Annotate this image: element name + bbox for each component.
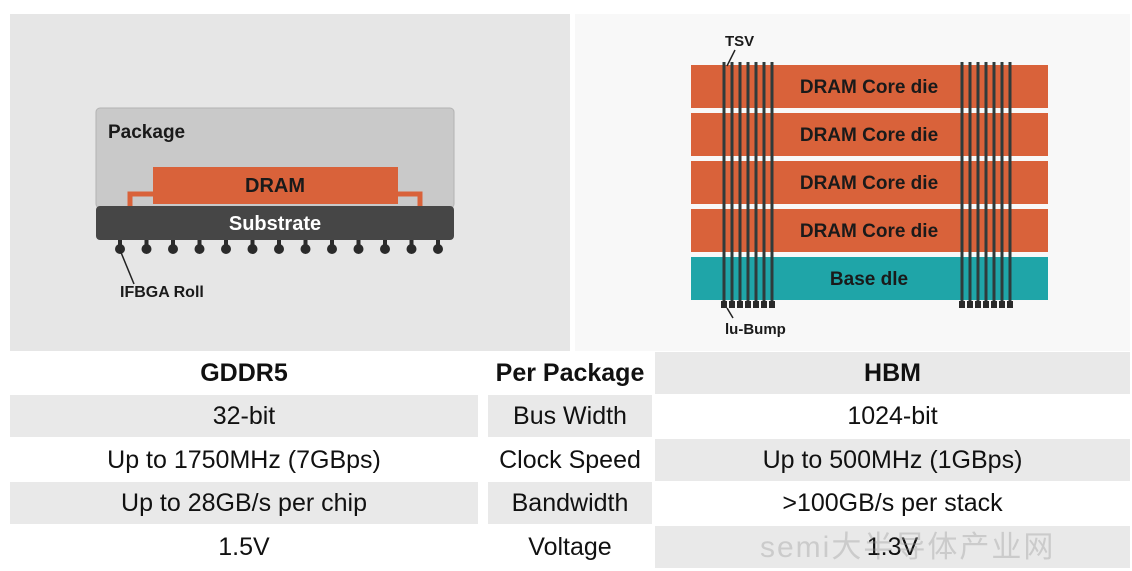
hbm-bandwidth: >100GB/s per stack — [655, 482, 1130, 524]
table-row-bandwidth: Up to 28GB/s per chip Bandwidth >100GB/s… — [10, 482, 1130, 524]
label-clock-speed: Clock Speed — [488, 439, 652, 481]
hbm-stack-diagram: DRAM Core die DRAM Core die DRAM Core di… — [691, 33, 1048, 338]
dram-core-die-4 — [691, 209, 1048, 252]
right-wire-bond — [397, 191, 423, 210]
solder-ball-neck — [303, 240, 308, 246]
package-label: Package — [108, 122, 185, 143]
header-gddr5: GDDR5 — [10, 352, 478, 394]
solder-ball-neck — [383, 240, 387, 246]
bump-label-leader — [726, 307, 734, 319]
micro-bump — [761, 301, 767, 308]
solder-ball-neck — [409, 240, 414, 246]
solder-ball-neck — [144, 240, 149, 246]
hbm-clock-speed: Up to 500MHz (1GBps) — [655, 439, 1130, 481]
micro-bump — [999, 301, 1005, 308]
solder-ball — [327, 244, 337, 254]
watermark: semi大半导体产业网 — [760, 531, 1056, 564]
dram-core-die-2 — [691, 113, 1048, 156]
table-row-bus-width: 32-bit Bus Width 1024-bit — [10, 395, 1130, 437]
base-die-label: Base dle — [830, 269, 908, 290]
substrate — [96, 206, 454, 240]
tsv-label-leader — [726, 49, 736, 67]
left-wire-bond — [127, 191, 153, 210]
micro-bump — [975, 301, 981, 308]
label-bandwidth: Bandwidth — [488, 482, 652, 524]
base-die — [691, 257, 1048, 300]
solder-ball — [247, 244, 258, 254]
micro-bump — [991, 301, 997, 308]
solder-ball — [274, 244, 284, 254]
solder-ball-neck — [436, 240, 440, 246]
solder-ball — [168, 244, 178, 254]
ball-label-leader — [119, 249, 135, 285]
core-die-label-3: DRAM Core die — [800, 173, 938, 194]
micro-bump — [983, 301, 989, 308]
solder-ball — [141, 244, 152, 254]
bump-label: lu-Bump — [725, 321, 786, 338]
gddr5-diagram-panel: Package DRAM Substrate IFBGA Roll — [10, 14, 570, 351]
table-row-clock-speed: Up to 1750MHz (7GBps) Clock Speed Up to … — [10, 439, 1130, 481]
micro-bump — [967, 301, 973, 308]
micro-bump — [737, 301, 743, 308]
header-per-package: Per Package — [488, 352, 652, 394]
solder-ball — [406, 244, 417, 254]
tsv-columns — [721, 62, 1013, 308]
label-voltage: Voltage — [488, 526, 652, 568]
substrate-label: Substrate — [229, 213, 321, 235]
dram-die — [153, 167, 398, 204]
table-header-row: GDDR5 Per Package HBM — [10, 352, 1130, 394]
solder-ball-neck — [250, 240, 255, 246]
hbm-voltage: 1.3V — [655, 526, 1130, 568]
micro-bump — [729, 301, 735, 308]
solder-ball-neck — [171, 240, 175, 246]
gddr5-bus-width: 32-bit — [10, 395, 478, 437]
core-die-label-2: DRAM Core die — [800, 125, 938, 146]
gddr5-clock-speed: Up to 1750MHz (7GBps) — [10, 439, 478, 481]
solder-ball-neck — [330, 240, 334, 246]
solder-ball-neck — [118, 240, 122, 246]
solder-ball — [115, 244, 125, 254]
header-hbm: HBM — [655, 352, 1130, 394]
micro-bump — [769, 301, 775, 308]
gddr5-voltage: 1.5V — [10, 526, 478, 568]
core-die-label-4: DRAM Core die — [800, 221, 938, 242]
table-row-voltage: 1.5V Voltage 1.3V — [10, 526, 1130, 568]
solder-ball — [300, 244, 311, 254]
solder-ball — [221, 244, 231, 254]
solder-ball — [353, 244, 364, 254]
ball-label: IFBGA Roll — [120, 284, 204, 301]
solder-ball — [380, 244, 390, 254]
micro-bump — [1007, 301, 1013, 308]
solder-ball-neck — [277, 240, 281, 246]
solder-ball — [194, 244, 205, 254]
solder-ball-row — [115, 240, 443, 254]
gddr5-package-diagram: Package DRAM Substrate IFBGA Roll — [95, 107, 455, 301]
hbm-diagram-panel: DRAM Core die DRAM Core die DRAM Core di… — [575, 14, 1130, 351]
micro-bump — [959, 301, 965, 308]
label-bus-width: Bus Width — [488, 395, 652, 437]
dram-core-die-1 — [691, 65, 1048, 108]
core-die-label-1: DRAM Core die — [800, 77, 938, 98]
solder-ball-neck — [197, 240, 202, 246]
solder-ball-neck — [224, 240, 228, 246]
gddr5-bandwidth: Up to 28GB/s per chip — [10, 482, 478, 524]
tsv-label: TSV — [725, 33, 754, 50]
solder-ball-neck — [356, 240, 361, 246]
dram-label: DRAM — [245, 175, 305, 197]
micro-bump — [745, 301, 751, 308]
hbm-bus-width: 1024-bit — [655, 395, 1130, 437]
dram-core-die-3 — [691, 161, 1048, 204]
solder-ball — [433, 244, 443, 254]
micro-bump — [721, 301, 727, 308]
micro-bump — [753, 301, 759, 308]
